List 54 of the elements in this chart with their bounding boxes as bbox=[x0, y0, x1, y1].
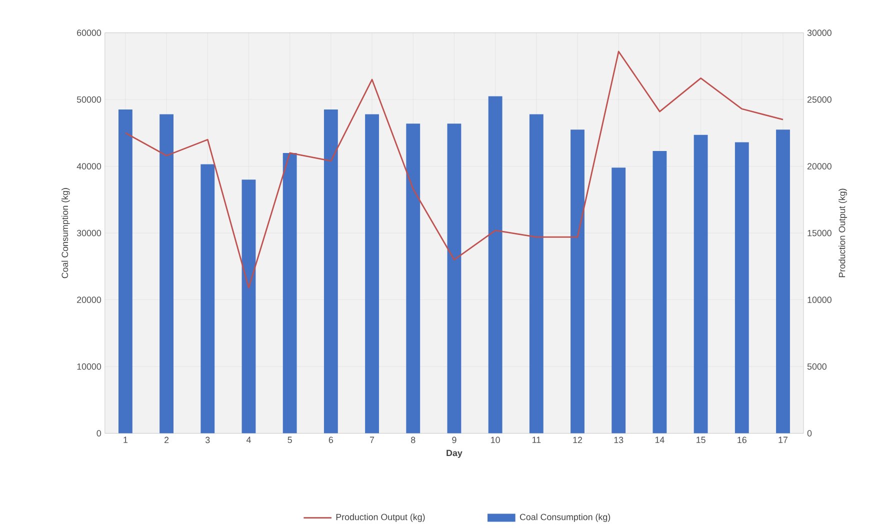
y-tick-label: 30000 bbox=[76, 230, 102, 236]
x-tick-label: 15 bbox=[696, 436, 706, 444]
bar bbox=[282, 153, 297, 434]
x-tick-label: 3 bbox=[206, 436, 210, 444]
x-tick-label: 8 bbox=[411, 436, 416, 444]
y-tick-label: 10000 bbox=[77, 364, 102, 370]
y2-tick-label: 15000 bbox=[808, 230, 832, 236]
x-tick-label: 14 bbox=[655, 436, 664, 444]
legend-label: Production Output (kg) bbox=[336, 514, 425, 522]
x-tick-label: 4 bbox=[246, 436, 251, 444]
y2-tick-label: 20000 bbox=[808, 163, 832, 170]
x-tick-label: 6 bbox=[328, 436, 334, 444]
x-tick-label: 5 bbox=[288, 436, 292, 444]
y2-tick-label: 30000 bbox=[807, 30, 832, 36]
x-tick-label: 2 bbox=[164, 436, 169, 444]
legend-label: Coal Consumption (kg) bbox=[520, 514, 610, 522]
x-tick-label: 1 bbox=[124, 436, 128, 444]
bar bbox=[570, 130, 584, 434]
bar bbox=[200, 164, 215, 434]
bar bbox=[242, 180, 256, 434]
x-tick-label: 11 bbox=[532, 436, 541, 444]
y-axis-title: Coal Consumption (kg) bbox=[62, 188, 70, 278]
y2-axis-title: Production Output (kg) bbox=[838, 188, 847, 278]
bar bbox=[734, 142, 749, 434]
bar bbox=[694, 135, 708, 434]
y2-tick-label: 5000 bbox=[807, 364, 827, 370]
bar bbox=[324, 110, 338, 434]
bar bbox=[488, 96, 502, 434]
y-tick-label: 0 bbox=[96, 430, 102, 437]
bar bbox=[652, 151, 667, 434]
bar bbox=[118, 110, 132, 434]
bar bbox=[160, 114, 174, 434]
x-tick-label: 16 bbox=[738, 436, 746, 444]
bar bbox=[612, 168, 626, 434]
line-series bbox=[124, 50, 784, 289]
bar bbox=[365, 114, 379, 434]
x-tick-label: 7 bbox=[370, 436, 374, 444]
bar bbox=[406, 124, 420, 434]
y-tick-label: 60000 bbox=[77, 30, 102, 36]
bar bbox=[447, 124, 462, 434]
x-tick-label: 10 bbox=[491, 436, 500, 444]
y-tick-label: 40000 bbox=[76, 163, 102, 170]
bar bbox=[529, 114, 544, 434]
x-tick-label: 17 bbox=[778, 436, 788, 444]
x-tick-label: 12 bbox=[573, 436, 582, 444]
y2-tick-label: 25000 bbox=[808, 96, 832, 103]
bar bbox=[776, 130, 790, 434]
y2-tick-label: 0 bbox=[807, 430, 812, 437]
x-tick-label: 9 bbox=[452, 436, 456, 444]
y2-tick-label: 10000 bbox=[808, 296, 832, 304]
y-tick-label: 50000 bbox=[76, 96, 102, 103]
x-axis-title: Day bbox=[446, 450, 462, 458]
y-tick-label: 20000 bbox=[77, 296, 102, 304]
x-tick-label: 13 bbox=[614, 436, 624, 444]
